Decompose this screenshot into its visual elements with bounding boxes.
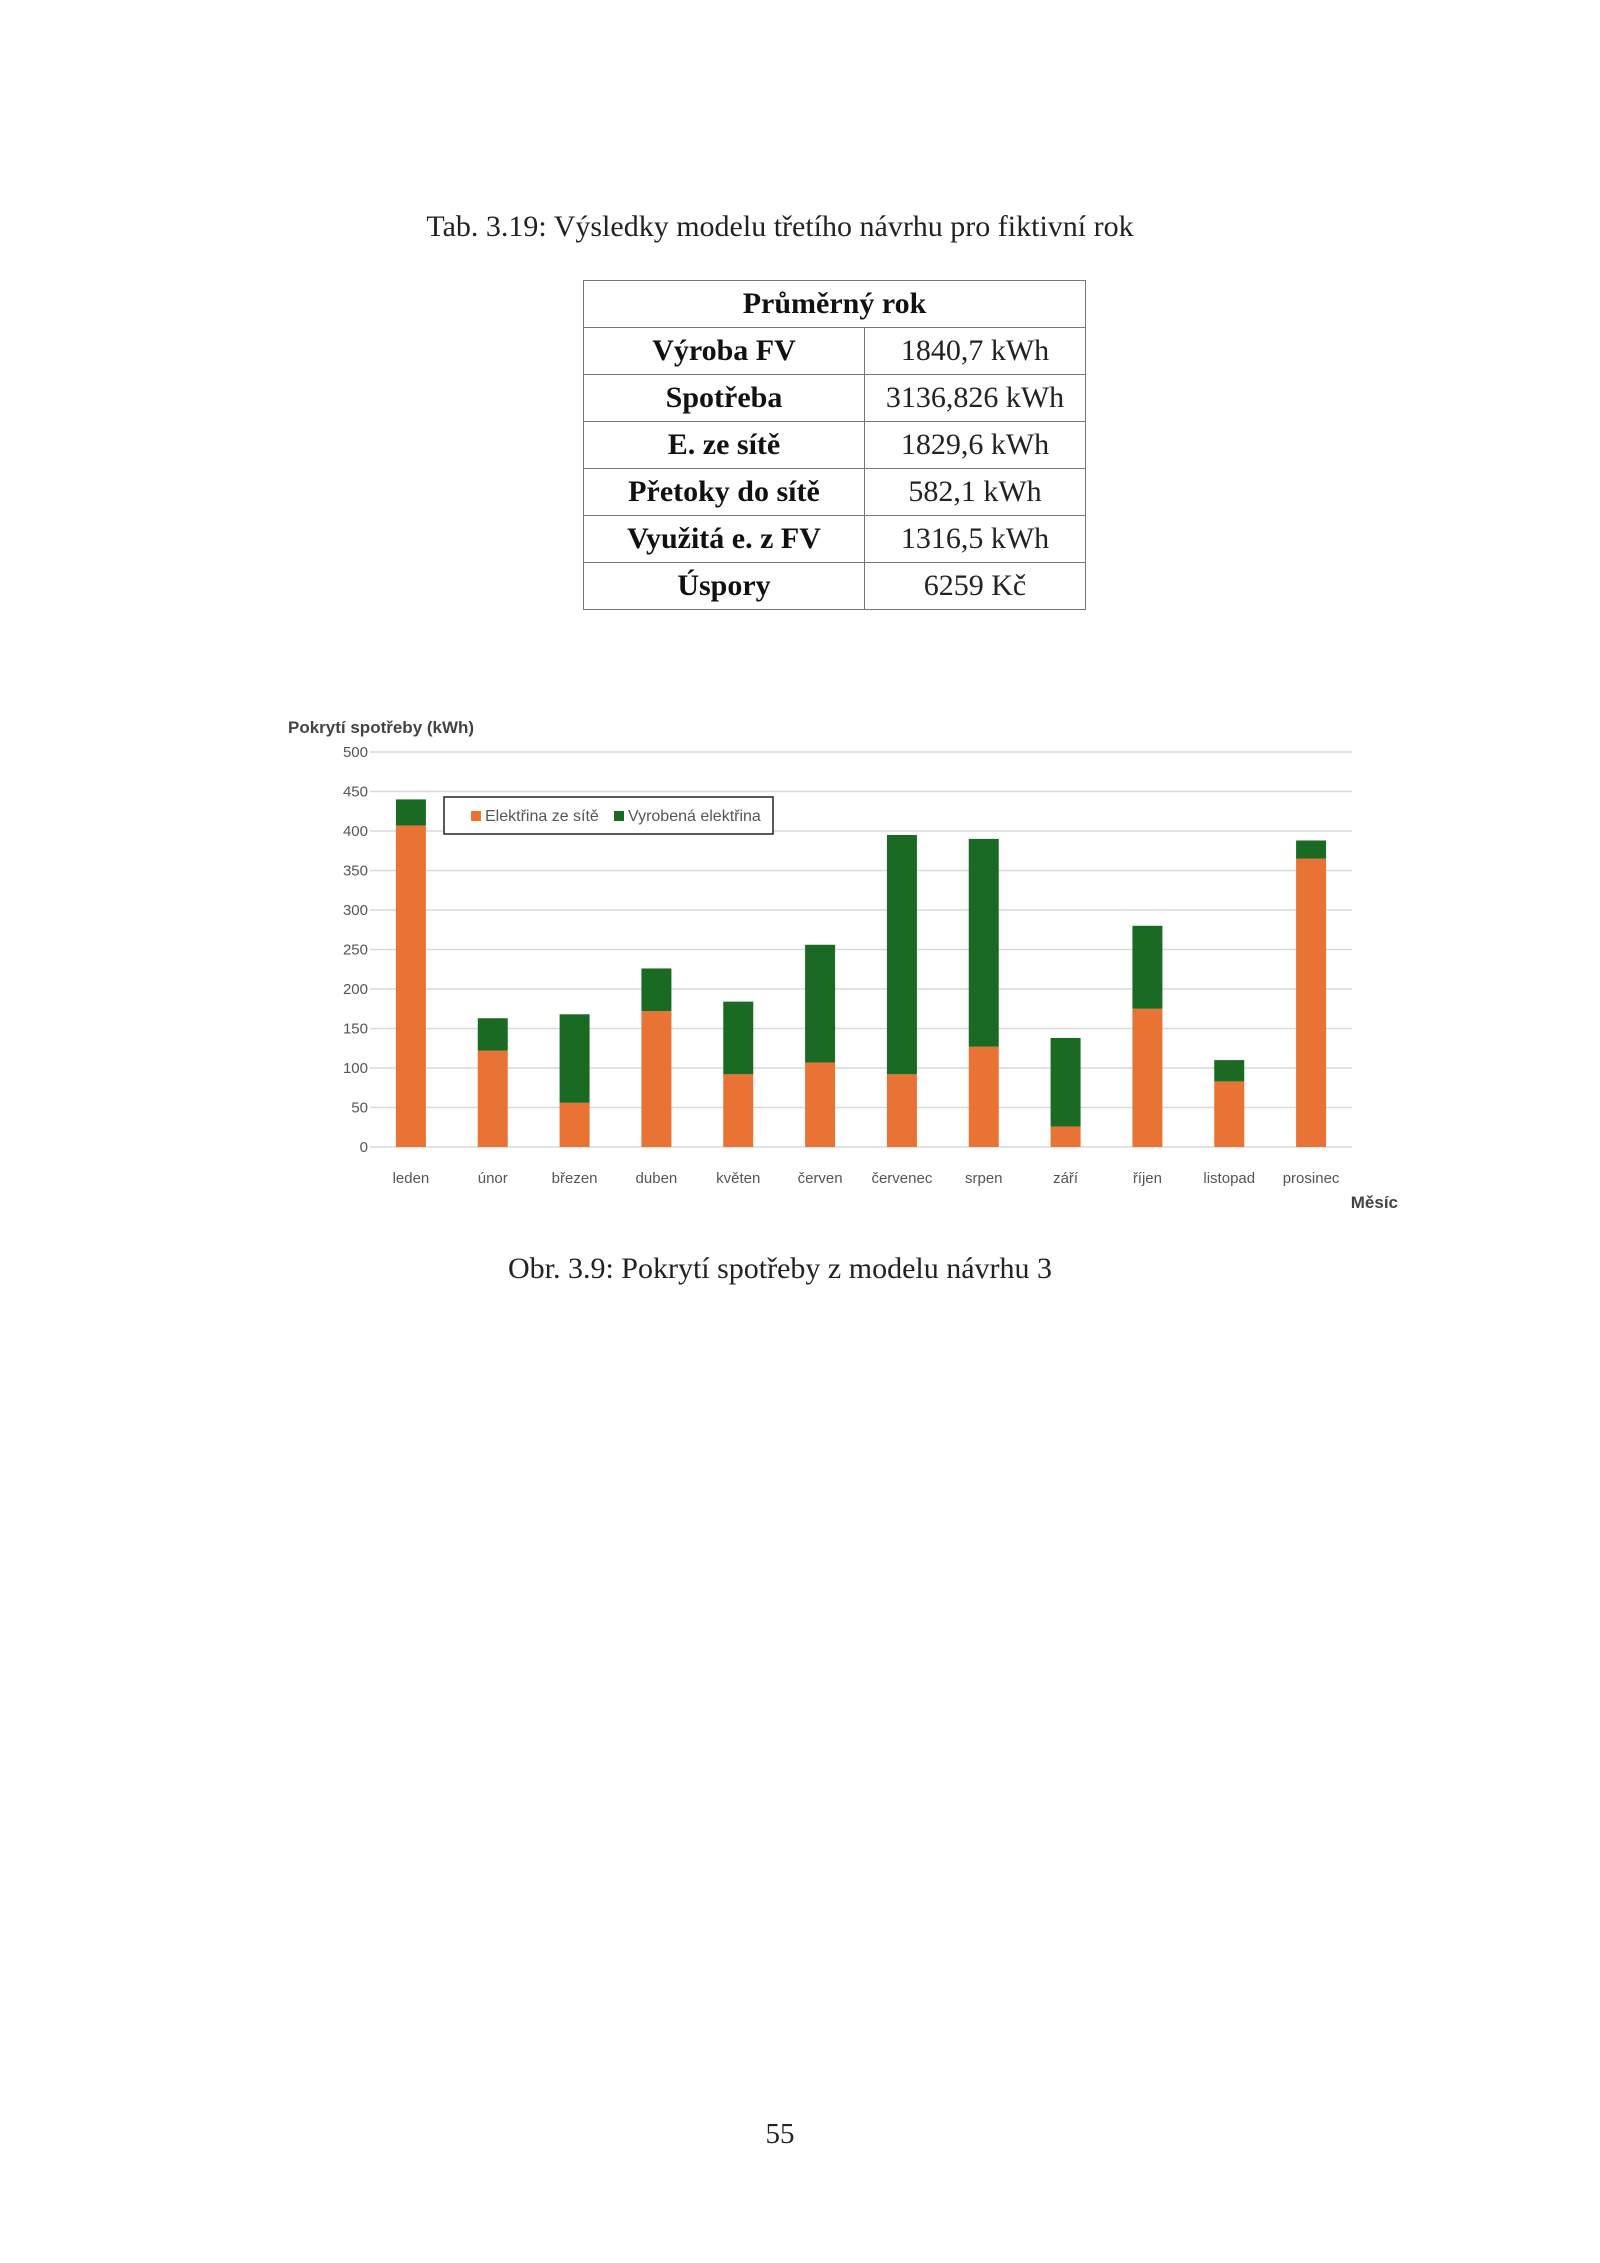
- y-tick-label: 150: [343, 1021, 368, 1038]
- table-caption: Tab. 3.19: Výsledky modelu třetího návrh…: [426, 210, 1134, 243]
- x-tick-label: říjen: [1133, 1170, 1162, 1187]
- bar-produced-electricity: [1214, 1060, 1245, 1082]
- bar-grid-electricity: [1296, 858, 1327, 1147]
- x-tick-label: listopad: [1203, 1170, 1255, 1187]
- bar-produced-electricity: [1050, 1037, 1081, 1127]
- x-tick-label: květen: [716, 1170, 760, 1187]
- x-axis-title: Měsíc: [1351, 1193, 1398, 1212]
- row-label: Spotřeba: [583, 374, 865, 422]
- figure-caption: Obr. 3.9: Pokrytí spotřeby z modelu návr…: [507, 1252, 1053, 1285]
- y-tick-label: 450: [343, 784, 368, 801]
- legend-box: [443, 796, 774, 835]
- bar-produced-electricity: [641, 968, 672, 1012]
- y-axis-title: Pokrytí spotřeby (kWh): [288, 718, 474, 737]
- row-value: 6259 Kč: [864, 562, 1086, 610]
- bar-grid-electricity: [559, 1102, 590, 1147]
- bar-grid-electricity: [805, 1062, 836, 1147]
- row-value: 3136,826 kWh: [864, 374, 1086, 422]
- x-tick-label: únor: [478, 1170, 508, 1187]
- bar-produced-electricity: [395, 799, 426, 826]
- table-row: Spotřeba 3136,826 kWh: [583, 374, 1086, 422]
- row-label: Přetoky do sítě: [583, 468, 865, 516]
- y-tick-label: 300: [343, 902, 368, 919]
- x-tick-label: září: [1053, 1170, 1079, 1187]
- y-tick-label: 50: [351, 1100, 368, 1117]
- bar-produced-electricity: [1132, 925, 1163, 1009]
- bar-produced-electricity: [723, 1001, 754, 1075]
- x-tick-label: prosinec: [1283, 1170, 1340, 1187]
- legend-swatch-grid: [471, 811, 481, 821]
- bar-grid-electricity: [723, 1074, 754, 1147]
- table-row: Přetoky do sítě 582,1 kWh: [583, 468, 1086, 516]
- table-header: Průměrný rok: [583, 280, 1086, 328]
- row-label: E. ze sítě: [583, 421, 865, 469]
- bar-grid-electricity: [886, 1074, 917, 1147]
- table-row: Využitá e. z FV 1316,5 kWh: [583, 515, 1086, 563]
- x-tick-label: srpen: [965, 1170, 1003, 1187]
- y-tick-label: 0: [360, 1139, 368, 1156]
- bar-grid-electricity: [395, 825, 426, 1147]
- bar-produced-electricity: [968, 838, 999, 1047]
- bar-grid-electricity: [641, 1011, 672, 1147]
- x-tick-label: leden: [393, 1170, 430, 1187]
- table-row: E. ze sítě 1829,6 kWh: [583, 421, 1086, 469]
- y-tick-label: 250: [343, 942, 368, 959]
- row-value: 1316,5 kWh: [864, 515, 1086, 563]
- bar-produced-electricity: [477, 1018, 508, 1051]
- page-number: 55: [765, 2118, 795, 2150]
- y-tick-label: 500: [343, 744, 368, 761]
- bar-produced-electricity: [886, 834, 917, 1075]
- x-tick-label: červenec: [871, 1170, 932, 1187]
- stacked-bar-chart: Pokrytí spotřeby (kWh) 0 50 100 150 200 250 30…: [288, 718, 1398, 1212]
- bar-grid-electricity: [1132, 1008, 1163, 1147]
- bar-produced-electricity: [805, 944, 836, 1063]
- row-label: Úspory: [583, 562, 865, 610]
- row-label: Využitá e. z FV: [583, 515, 865, 563]
- legend-swatch-produced: [614, 811, 624, 821]
- bar-grid-electricity: [477, 1050, 508, 1147]
- row-value: 1829,6 kWh: [864, 421, 1086, 469]
- y-tick-label: 400: [343, 823, 368, 840]
- results-table: Průměrný rok Výroba FV 1840,7 kWh Spotřeb…: [583, 280, 1086, 610]
- y-tick-label: 100: [343, 1060, 368, 1077]
- x-tick-label: duben: [636, 1170, 678, 1187]
- table-header-row: Průměrný rok: [583, 280, 1086, 328]
- bar-produced-electricity: [559, 1014, 590, 1103]
- bar-grid-electricity: [1050, 1126, 1081, 1147]
- y-tick-label: 200: [343, 981, 368, 998]
- x-tick-label: březen: [552, 1170, 598, 1187]
- legend-label-produced: Vyrobená elektřina: [628, 808, 761, 825]
- legend-label-grid: Elektřina ze sítě: [485, 808, 599, 825]
- row-value: 1840,7 kWh: [864, 327, 1086, 375]
- bar-grid-electricity: [1214, 1081, 1245, 1147]
- row-value: 582,1 kWh: [864, 468, 1086, 516]
- table-row: Úspory 6259 Kč: [583, 562, 1086, 610]
- x-tick-label: červen: [798, 1170, 843, 1187]
- legend: Elektřina ze sítě Vyrobená elektřina: [443, 796, 774, 835]
- y-tick-label: 350: [343, 863, 368, 880]
- bar-grid-electricity: [968, 1046, 999, 1147]
- bar-produced-electricity: [1296, 840, 1327, 859]
